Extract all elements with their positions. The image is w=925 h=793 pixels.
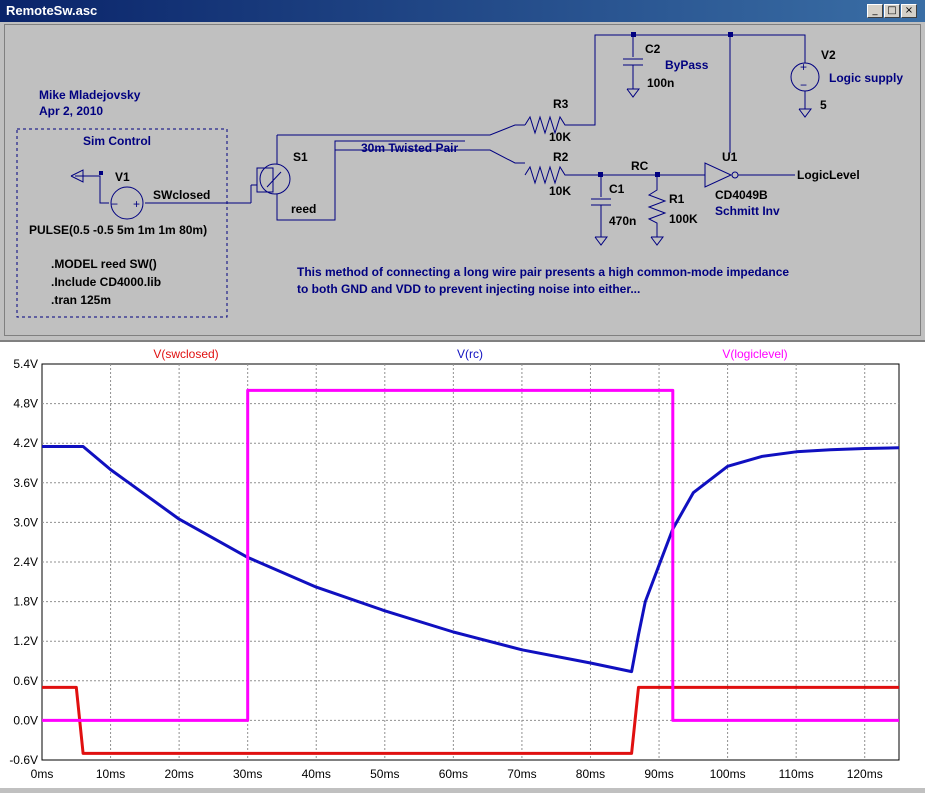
twisted-pair-label: 30m Twisted Pair bbox=[361, 141, 458, 155]
swclosed-net: SWclosed bbox=[153, 188, 210, 202]
legend-logiclevel[interactable]: V(logiclevel) bbox=[722, 347, 787, 361]
c2-value: 100n bbox=[647, 76, 674, 90]
y-tick-label: 4.2V bbox=[13, 436, 38, 450]
v1-plus-sign: + bbox=[133, 197, 140, 211]
y-tick-label: 1.8V bbox=[13, 595, 38, 609]
x-tick-label: 60ms bbox=[439, 767, 468, 781]
c2-name: C2 bbox=[645, 42, 661, 56]
v2-minus-sign: − bbox=[800, 78, 807, 92]
trace-rc bbox=[42, 445, 900, 674]
r3-value: 10K bbox=[549, 130, 571, 144]
v2-name: V2 bbox=[821, 48, 836, 62]
rc-net-label: RC bbox=[631, 159, 649, 173]
u1-desc: Schmitt Inv bbox=[715, 204, 780, 218]
v1-minus-sign: − bbox=[111, 197, 118, 211]
sim-control-label: Sim Control bbox=[83, 134, 151, 148]
waveform-viewer[interactable]: V(swclosed) V(rc) V(logiclevel) 0ms 10ms 2… bbox=[0, 340, 925, 788]
r1-name: R1 bbox=[669, 192, 685, 206]
legend-swclosed[interactable]: V(swclosed) bbox=[153, 347, 218, 361]
waveform-plot[interactable]: V(swclosed) V(rc) V(logiclevel) 0ms 10ms 2… bbox=[0, 342, 925, 788]
directive-tran: .tran 125m bbox=[51, 293, 111, 307]
date-text: Apr 2, 2010 bbox=[39, 104, 103, 118]
u1-part: CD4049B bbox=[715, 188, 768, 202]
close-button[interactable]: × bbox=[901, 4, 917, 18]
author-text: Mike Mladejovsky bbox=[39, 88, 141, 102]
c1-name: C1 bbox=[609, 182, 625, 196]
c1-value: 470n bbox=[609, 214, 636, 228]
minimize-button[interactable]: _ bbox=[867, 4, 883, 18]
y-tick-label: 3.0V bbox=[13, 515, 38, 529]
x-tick-label: 30ms bbox=[233, 767, 262, 781]
x-tick-label: 20ms bbox=[164, 767, 193, 781]
directive-model: .MODEL reed SW() bbox=[51, 257, 157, 271]
x-tick-label: 120ms bbox=[847, 767, 883, 781]
x-tick-label: 70ms bbox=[507, 767, 536, 781]
trace-logiclevel bbox=[42, 388, 899, 722]
schematic-drawing: − + + − Mike Mladejovsky Apr 2, 2010 Sim… bbox=[16, 32, 903, 318]
note-line-2: to both GND and VDD to prevent injecting… bbox=[297, 282, 640, 296]
y-tick-label: 2.4V bbox=[13, 555, 38, 569]
trace-swclosed bbox=[42, 685, 899, 755]
r1-value: 100K bbox=[669, 212, 698, 226]
x-tick-label: 50ms bbox=[370, 767, 399, 781]
x-tick-label: 90ms bbox=[644, 767, 673, 781]
logiclevel-net: LogicLevel bbox=[797, 168, 860, 182]
schematic-canvas[interactable]: − + + − Mike Mladejovsky Apr 2, 2010 Sim… bbox=[4, 24, 921, 336]
s1-model: reed bbox=[291, 202, 316, 216]
note-line-1: This method of connecting a long wire pa… bbox=[297, 265, 789, 279]
y-tick-label: 3.6V bbox=[13, 476, 38, 490]
c2-label: ByPass bbox=[665, 58, 709, 72]
y-tick-label: 1.2V bbox=[13, 634, 38, 648]
v2-plus-sign: + bbox=[800, 60, 807, 74]
y-tick-label: 5.4V bbox=[13, 357, 38, 371]
s1-name: S1 bbox=[293, 150, 308, 164]
y-tick-label: 0.6V bbox=[13, 674, 38, 688]
y-tick-label: -0.6V bbox=[9, 753, 38, 767]
r2-name: R2 bbox=[553, 150, 569, 164]
v1-value: PULSE(0.5 -0.5 5m 1m 1m 80m) bbox=[29, 223, 207, 237]
y-tick-label: 4.8V bbox=[13, 397, 38, 411]
r3-name: R3 bbox=[553, 97, 569, 111]
title-bar[interactable]: RemoteSw.asc _ □ × bbox=[0, 0, 925, 22]
v1-name: V1 bbox=[115, 170, 130, 184]
x-tick-label: 110ms bbox=[779, 767, 814, 781]
directive-include: .Include CD4000.lib bbox=[51, 275, 161, 289]
x-tick-label: 100ms bbox=[710, 767, 746, 781]
x-tick-label: 80ms bbox=[576, 767, 605, 781]
u1-name: U1 bbox=[722, 150, 738, 164]
x-tick-label: 0ms bbox=[31, 767, 54, 781]
sim-control-box bbox=[16, 128, 228, 318]
maximize-button[interactable]: □ bbox=[884, 4, 900, 18]
x-tick-label: 10ms bbox=[96, 767, 125, 781]
v2-value: 5 bbox=[820, 98, 827, 112]
legend-rc[interactable]: V(rc) bbox=[457, 347, 483, 361]
r2-value: 10K bbox=[549, 184, 571, 198]
y-tick-label: 0.0V bbox=[13, 713, 38, 727]
v2-label: Logic supply bbox=[829, 71, 903, 85]
x-tick-label: 40ms bbox=[302, 767, 331, 781]
window-title: RemoteSw.asc bbox=[6, 3, 98, 18]
